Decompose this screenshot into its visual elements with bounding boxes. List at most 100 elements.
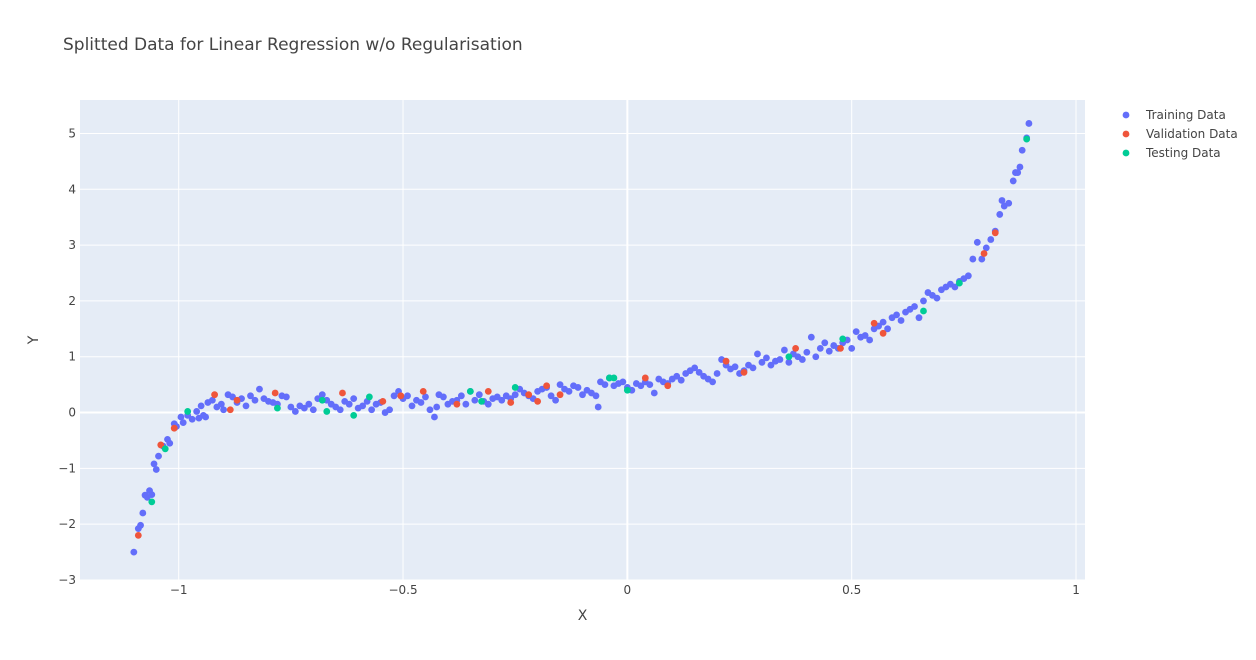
data-point[interactable] — [386, 406, 393, 414]
data-point[interactable] — [197, 402, 205, 410]
data-point[interactable] — [637, 382, 645, 390]
data-point[interactable] — [879, 329, 887, 337]
data-point[interactable] — [336, 406, 344, 414]
data-point[interactable] — [155, 452, 162, 460]
data-point[interactable] — [964, 272, 972, 280]
data-point[interactable] — [646, 381, 654, 389]
data-point[interactable] — [345, 400, 353, 408]
data-point[interactable] — [422, 393, 429, 401]
data-point[interactable] — [152, 466, 160, 473]
data-point[interactable] — [350, 395, 358, 403]
data-point[interactable] — [969, 255, 977, 263]
data-point[interactable] — [973, 238, 981, 246]
data-point[interactable] — [677, 376, 685, 384]
data-point[interactable] — [807, 333, 815, 341]
data-point[interactable] — [457, 392, 465, 400]
data-point[interactable] — [982, 244, 990, 252]
data-point[interactable] — [951, 283, 959, 291]
data-point[interactable] — [785, 353, 793, 361]
data-point[interactable] — [511, 384, 519, 391]
data-point[interactable] — [1018, 146, 1026, 154]
data-point[interactable] — [816, 344, 824, 352]
data-point[interactable] — [565, 387, 573, 395]
data-point[interactable] — [148, 498, 156, 506]
data-point[interactable] — [1023, 135, 1031, 143]
data-point[interactable] — [478, 397, 485, 405]
data-point[interactable] — [955, 279, 963, 287]
data-point[interactable] — [282, 393, 290, 401]
data-point[interactable] — [368, 406, 376, 414]
data-point[interactable] — [987, 236, 995, 243]
data-point[interactable] — [408, 402, 416, 410]
data-point[interactable] — [161, 445, 169, 453]
data-point[interactable] — [740, 368, 748, 376]
data-point[interactable] — [339, 389, 346, 397]
data-point[interactable] — [440, 393, 447, 401]
data-point[interactable] — [256, 385, 263, 393]
data-point[interactable] — [547, 392, 555, 400]
data-point[interactable] — [397, 392, 405, 400]
data-point[interactable] — [879, 318, 887, 326]
data-point[interactable] — [780, 346, 788, 354]
data-point[interactable] — [610, 374, 618, 382]
data-point[interactable] — [300, 404, 308, 412]
data-point[interactable] — [534, 397, 542, 405]
data-point[interactable] — [1009, 177, 1017, 185]
data-point[interactable] — [251, 396, 259, 404]
data-point[interactable] — [920, 307, 927, 315]
data-point[interactable] — [466, 387, 474, 395]
data-point[interactable] — [837, 344, 844, 352]
data-point[interactable] — [291, 408, 299, 415]
data-point[interactable] — [287, 403, 295, 411]
data-point[interactable] — [650, 389, 658, 397]
data-point[interactable] — [350, 411, 358, 419]
data-point[interactable] — [785, 358, 793, 366]
data-point[interactable] — [713, 370, 721, 377]
data-point[interactable] — [177, 413, 185, 421]
data-point[interactable] — [179, 419, 187, 427]
data-point[interactable] — [803, 348, 811, 356]
data-point[interactable] — [318, 396, 326, 404]
data-point[interactable] — [839, 335, 847, 343]
legend-item[interactable]: Testing Data — [1122, 146, 1221, 160]
data-point[interactable] — [211, 391, 218, 399]
data-point[interactable] — [305, 400, 313, 408]
data-point[interactable] — [594, 403, 602, 411]
data-point[interactable] — [365, 393, 373, 401]
data-point[interactable] — [870, 319, 878, 327]
data-point[interactable] — [433, 403, 441, 411]
legend-item[interactable]: Validation Data — [1122, 127, 1238, 141]
data-point[interactable] — [511, 391, 519, 399]
data-point[interactable] — [170, 424, 178, 432]
data-point[interactable] — [217, 400, 225, 408]
data-point[interactable] — [619, 378, 627, 386]
data-point[interactable] — [709, 378, 717, 386]
data-point[interactable] — [758, 358, 766, 366]
data-point[interactable] — [933, 294, 941, 302]
data-point[interactable] — [148, 491, 156, 499]
data-point[interactable] — [915, 314, 923, 322]
data-point[interactable] — [271, 389, 279, 397]
data-point[interactable] — [419, 387, 427, 395]
data-point[interactable] — [767, 361, 775, 369]
data-point[interactable] — [202, 413, 210, 421]
data-point[interactable] — [318, 391, 326, 399]
data-point[interactable] — [763, 354, 770, 362]
data-point[interactable] — [978, 255, 986, 263]
data-point[interactable] — [552, 396, 559, 404]
data-point[interactable] — [471, 396, 479, 404]
data-point[interactable] — [193, 408, 201, 415]
data-point[interactable] — [242, 402, 250, 410]
data-point[interactable] — [722, 357, 730, 365]
data-point[interactable] — [592, 392, 600, 400]
legend-item[interactable]: Training Data — [1122, 108, 1226, 122]
data-point[interactable] — [776, 356, 784, 363]
data-point[interactable] — [893, 311, 900, 319]
data-point[interactable] — [1005, 199, 1013, 207]
data-point[interactable] — [525, 391, 533, 399]
data-point[interactable] — [220, 406, 227, 414]
data-point[interactable] — [825, 347, 833, 355]
data-point[interactable] — [731, 363, 739, 371]
data-point[interactable] — [139, 509, 147, 517]
data-point[interactable] — [574, 384, 582, 391]
